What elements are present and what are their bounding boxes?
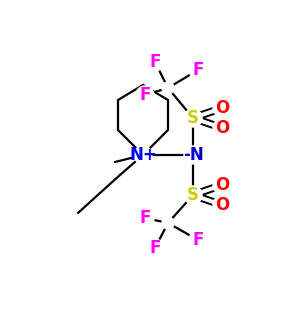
Circle shape <box>213 176 231 194</box>
Text: O: O <box>215 176 229 194</box>
Circle shape <box>136 86 154 104</box>
Circle shape <box>146 239 164 257</box>
Circle shape <box>162 82 174 94</box>
Text: S: S <box>187 109 199 127</box>
Circle shape <box>189 61 207 79</box>
Text: F: F <box>139 86 151 104</box>
Text: O: O <box>215 99 229 117</box>
Circle shape <box>184 146 202 164</box>
Text: F: F <box>149 239 161 257</box>
Circle shape <box>184 186 202 204</box>
Circle shape <box>136 209 154 227</box>
Circle shape <box>213 119 231 137</box>
Circle shape <box>134 146 152 164</box>
Circle shape <box>189 231 207 249</box>
Text: F: F <box>139 209 151 227</box>
Circle shape <box>184 109 202 127</box>
Text: O: O <box>215 119 229 137</box>
Circle shape <box>146 53 164 71</box>
Text: F: F <box>149 53 161 71</box>
Circle shape <box>162 217 174 229</box>
Text: F: F <box>192 231 204 249</box>
Circle shape <box>213 196 231 214</box>
Text: S: S <box>187 186 199 204</box>
Text: F: F <box>192 61 204 79</box>
Text: O: O <box>215 196 229 214</box>
Text: -N: -N <box>183 146 203 164</box>
Text: N+: N+ <box>129 146 157 164</box>
Circle shape <box>213 99 231 117</box>
